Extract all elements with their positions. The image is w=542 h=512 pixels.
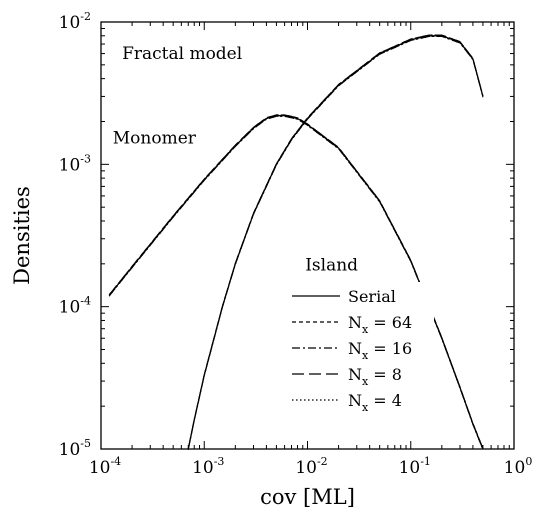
annotation-label: Island: [305, 255, 358, 275]
x-tick-label: 10-1: [399, 455, 431, 478]
x-tick-label: 10-4: [89, 455, 121, 478]
x-tick-label: 100: [504, 455, 533, 478]
y-tick-label: 10-4: [59, 295, 91, 318]
annotation-label: Monomer: [113, 129, 197, 149]
x-tick-label: 10-2: [295, 455, 327, 478]
x-tick-label: 10-3: [192, 455, 224, 478]
legend-label: Nx = 4: [348, 391, 402, 414]
series-line-island: [187, 35, 484, 450]
legend-label: Nx = 16: [348, 339, 412, 362]
y-axis-title: Densities: [10, 186, 34, 285]
legend-label: Serial: [348, 287, 396, 306]
y-tick-label: 10-3: [59, 152, 91, 175]
y-tick-label: 10-5: [59, 437, 91, 460]
legend-background: [284, 282, 434, 416]
x-axis-title: cov [ML]: [260, 485, 355, 509]
series-line-monomer: [108, 114, 484, 450]
y-tick-label: 10-2: [59, 10, 91, 33]
legend-label: Nx = 8: [348, 365, 402, 388]
legend-label: Nx = 64: [348, 313, 412, 336]
annotation-label: Fractal model: [122, 44, 242, 64]
